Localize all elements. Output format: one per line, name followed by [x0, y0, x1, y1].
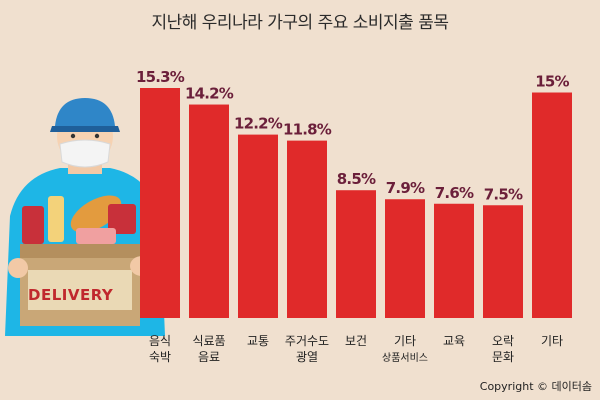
category-label-1-1: 음료	[198, 350, 220, 364]
category-label-3-1: 광열	[296, 350, 318, 364]
value-label-6: 7.6%	[435, 184, 474, 202]
category-label-7-0: 오락	[492, 334, 514, 348]
category-label-4-0: 보건	[345, 334, 367, 348]
bar-7	[483, 205, 523, 318]
bar-5	[385, 199, 425, 318]
value-label-0: 15.3%	[136, 68, 185, 86]
value-label-3: 11.8%	[283, 121, 332, 139]
category-label-6-0: 교육	[443, 334, 465, 348]
value-label-5: 7.9%	[386, 179, 425, 197]
bar-1	[189, 104, 229, 318]
category-label-3-0: 주거수도	[285, 334, 329, 348]
category-label-7-1: 문화	[492, 350, 514, 364]
bar-6	[434, 203, 474, 318]
value-label-1: 14.2%	[185, 85, 234, 103]
category-label-0-1: 숙박	[149, 350, 171, 364]
value-label-7: 7.5%	[484, 185, 523, 203]
bar-2	[238, 134, 278, 318]
bar-4	[336, 190, 376, 318]
copyright-text: Copyright © 데이터솜	[479, 380, 592, 393]
bar-3	[287, 140, 327, 318]
category-label-1-0: 식료품	[192, 334, 225, 348]
value-label-2: 12.2%	[234, 115, 283, 133]
delivery-box-label: DELIVERY	[28, 286, 114, 304]
bar-0	[140, 88, 180, 318]
value-label-4: 8.5%	[337, 170, 376, 188]
category-label-5-0: 기타	[394, 334, 416, 348]
category-label-5-1: 상품서비스	[382, 352, 428, 364]
category-label-0-0: 음식	[149, 334, 171, 348]
value-label-8: 15%	[535, 73, 569, 91]
bar-8	[532, 92, 572, 319]
chart-title: 지난해 우리나라 가구의 주요 소비지출 품목	[151, 13, 449, 33]
delivery-worker-illustration: DELIVERY	[0, 96, 170, 336]
delivery-person-icon	[5, 98, 165, 336]
category-label-2-0: 교통	[247, 334, 269, 348]
category-label-8-0: 기타	[541, 334, 563, 348]
